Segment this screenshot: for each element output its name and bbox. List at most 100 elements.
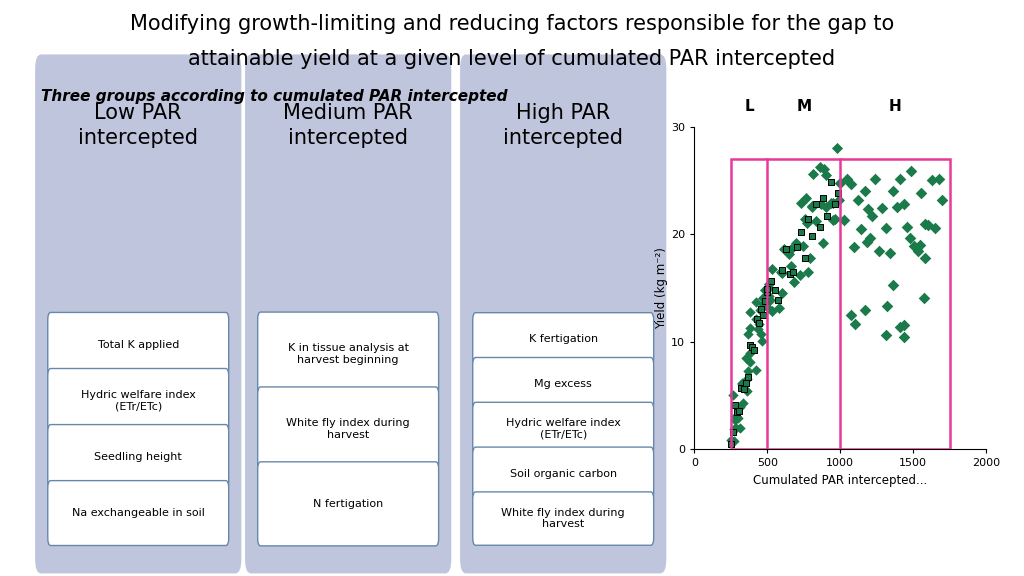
- Text: K fertigation: K fertigation: [528, 335, 598, 344]
- Point: [723, 435, 739, 445]
- Text: Medium PAR
intercepted: Medium PAR intercepted: [284, 104, 413, 148]
- Point: [846, 242, 862, 252]
- Point: [885, 280, 901, 289]
- Point: [739, 366, 756, 375]
- Point: [742, 348, 759, 358]
- Point: [843, 179, 859, 188]
- Point: [761, 279, 777, 289]
- Point: [751, 320, 767, 329]
- Point: [726, 437, 742, 446]
- Point: [761, 291, 777, 301]
- Text: K in tissue analysis at
harvest beginning: K in tissue analysis at harvest beginnin…: [288, 343, 409, 365]
- Point: [811, 222, 827, 232]
- Text: Hydric welfare index
(ETr/ETc): Hydric welfare index (ETr/ETc): [81, 390, 196, 412]
- Point: [800, 267, 816, 276]
- Point: [880, 302, 896, 311]
- Text: Modifying growth-limiting and reducing factors responsible for the gap to: Modifying growth-limiting and reducing f…: [130, 14, 894, 35]
- Text: Low PAR
intercepted: Low PAR intercepted: [78, 104, 199, 148]
- Point: [857, 305, 873, 314]
- Text: attainable yield at a given level of cumulated PAR intercepted: attainable yield at a given level of cum…: [188, 49, 836, 69]
- FancyBboxPatch shape: [258, 462, 438, 546]
- Point: [726, 415, 742, 425]
- Point: [757, 285, 773, 294]
- Point: [781, 270, 798, 279]
- Point: [744, 342, 761, 351]
- Point: [902, 166, 919, 176]
- Point: [735, 398, 752, 407]
- Point: [860, 204, 877, 214]
- Point: [793, 228, 809, 237]
- Point: [889, 203, 905, 212]
- Point: [839, 175, 855, 184]
- FancyBboxPatch shape: [245, 55, 452, 574]
- FancyBboxPatch shape: [473, 358, 653, 411]
- Point: [750, 324, 766, 334]
- Point: [742, 324, 759, 333]
- Point: [896, 320, 912, 329]
- Point: [726, 425, 742, 434]
- Point: [823, 198, 840, 207]
- Point: [896, 332, 912, 342]
- Point: [931, 175, 947, 184]
- Point: [755, 294, 771, 303]
- Point: [912, 240, 929, 249]
- Point: [783, 262, 800, 271]
- Text: M: M: [796, 99, 811, 114]
- Point: [899, 222, 915, 232]
- Point: [804, 201, 820, 210]
- Point: [741, 308, 758, 317]
- FancyBboxPatch shape: [35, 55, 242, 574]
- Point: [902, 233, 919, 242]
- Point: [767, 286, 783, 295]
- FancyBboxPatch shape: [258, 387, 438, 471]
- Point: [732, 403, 749, 412]
- Point: [861, 234, 878, 243]
- Point: [754, 336, 770, 346]
- Point: [934, 196, 950, 205]
- Point: [909, 247, 926, 256]
- Point: [831, 179, 848, 188]
- Point: [850, 195, 866, 204]
- Point: [741, 340, 758, 350]
- Point: [780, 249, 797, 259]
- Point: [882, 248, 898, 257]
- Point: [776, 245, 793, 254]
- Point: [739, 374, 756, 383]
- Point: [920, 220, 936, 229]
- Point: [729, 407, 745, 416]
- Point: [742, 358, 759, 367]
- Point: [751, 318, 767, 327]
- Point: [811, 162, 827, 172]
- Point: [813, 199, 829, 209]
- Bar: [731, 159, 949, 449]
- Point: [829, 143, 846, 153]
- Point: [858, 237, 874, 247]
- FancyBboxPatch shape: [258, 312, 438, 396]
- Text: Hydric welfare index
(ETr/ETc): Hydric welfare index (ETr/ETc): [506, 418, 621, 440]
- Point: [874, 203, 891, 213]
- Point: [816, 165, 833, 174]
- Point: [807, 216, 823, 225]
- Point: [818, 203, 835, 212]
- Text: Seedling height: Seedling height: [94, 452, 182, 462]
- Point: [723, 439, 739, 449]
- Text: High PAR
intercepted: High PAR intercepted: [503, 104, 624, 148]
- Point: [892, 174, 908, 183]
- Point: [739, 329, 756, 339]
- Point: [746, 345, 763, 354]
- Text: Total K applied: Total K applied: [97, 340, 179, 350]
- Point: [739, 372, 756, 381]
- Point: [752, 305, 768, 314]
- Point: [727, 401, 743, 410]
- Point: [755, 300, 771, 309]
- FancyBboxPatch shape: [473, 492, 653, 545]
- Point: [822, 178, 839, 187]
- Text: Na exchangeable in soil: Na exchangeable in soil: [72, 508, 205, 518]
- Point: [836, 215, 852, 224]
- Point: [793, 199, 809, 208]
- Point: [787, 238, 804, 248]
- Point: [830, 196, 847, 205]
- Point: [906, 241, 923, 251]
- FancyBboxPatch shape: [473, 313, 653, 366]
- Text: Soil organic carbon: Soil organic carbon: [510, 469, 616, 479]
